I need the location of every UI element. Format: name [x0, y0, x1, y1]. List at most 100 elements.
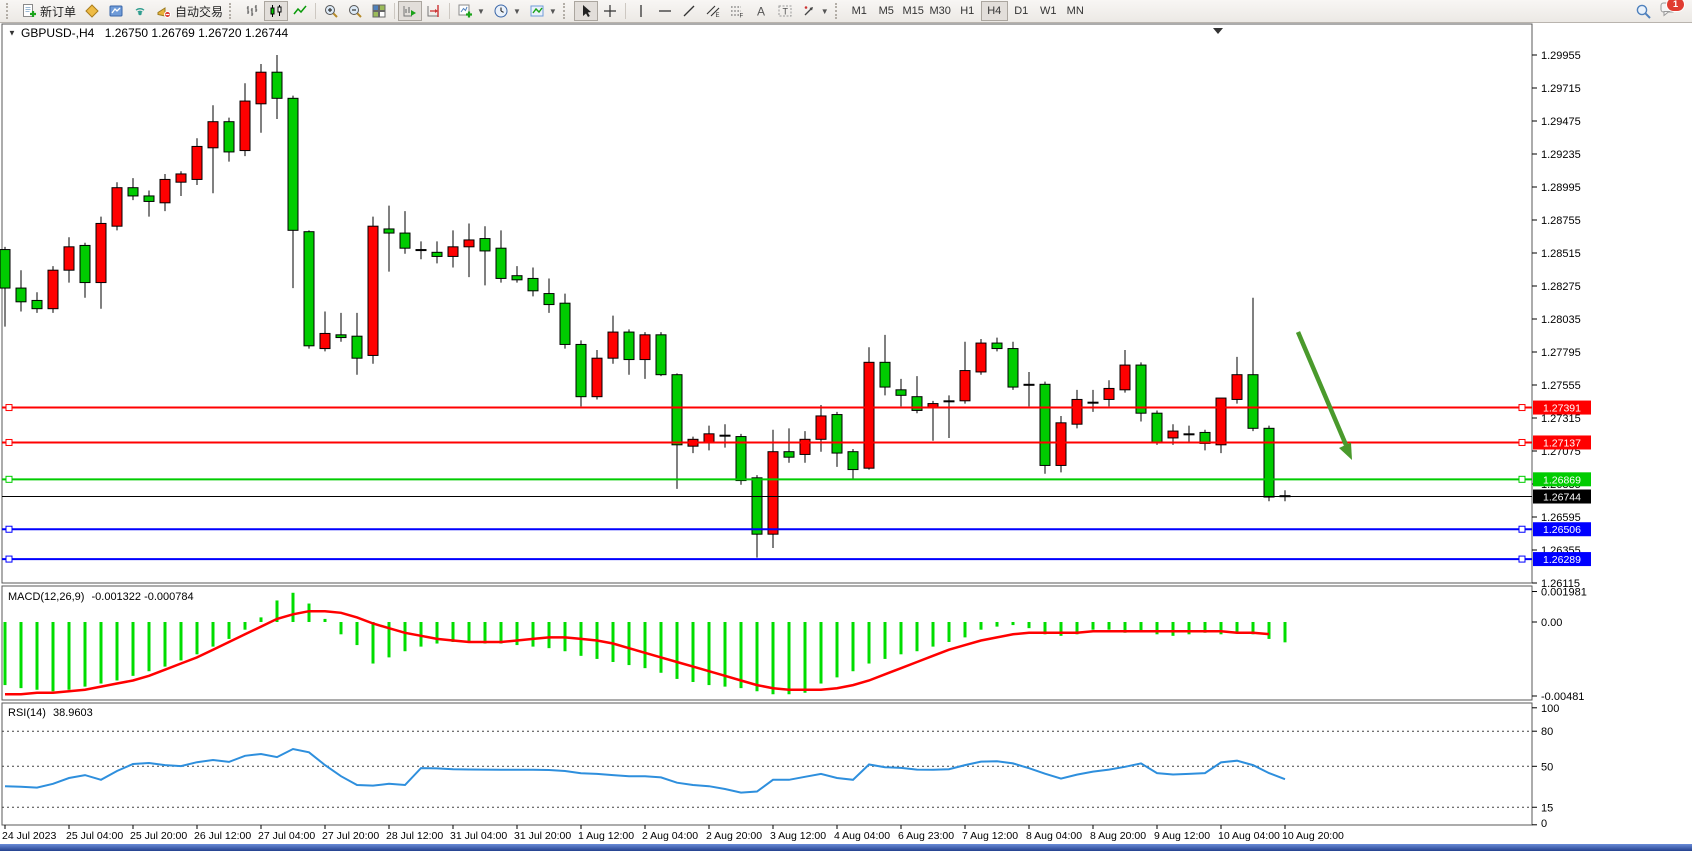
hline-handle[interactable] — [5, 475, 13, 483]
timeframe-button-d1[interactable]: D1 — [1008, 1, 1035, 21]
time-axis-label: 26 Jul 12:00 — [194, 830, 251, 842]
indicators-icon — [530, 5, 544, 17]
macd-axis-label: 0.001981 — [1541, 587, 1587, 599]
timeframe-button-w1[interactable]: W1 — [1035, 1, 1062, 21]
crosshair-button[interactable] — [598, 1, 622, 21]
bars-chart-button[interactable] — [240, 1, 264, 21]
line-chart-button[interactable] — [288, 1, 312, 21]
trend-arrow-line[interactable] — [1295, 331, 1349, 446]
arrows-icon — [804, 6, 813, 16]
zoom-in-button[interactable] — [319, 1, 343, 21]
rsi-line — [4, 747, 1286, 794]
candle-body — [591, 357, 603, 398]
candle-body — [1087, 401, 1099, 404]
hline-handle[interactable] — [5, 438, 13, 446]
arrows-button[interactable]: ▼ — [797, 1, 833, 21]
trendline-button[interactable] — [677, 1, 701, 21]
candle-body — [1119, 364, 1131, 391]
chart-shift-button[interactable] — [422, 1, 446, 21]
cursor-button[interactable] — [573, 1, 598, 21]
hline-handle[interactable] — [1518, 404, 1526, 412]
indicators-button[interactable]: ▼ — [525, 1, 561, 21]
autotrading-button[interactable]: 自动交易 — [152, 1, 227, 21]
symbol-dropdown-icon[interactable]: ▼ — [8, 29, 16, 38]
profile-button[interactable] — [104, 1, 128, 21]
candle-body — [495, 247, 507, 279]
tile-windows-button[interactable] — [367, 1, 391, 21]
fibonacci-button[interactable]: F — [725, 1, 749, 21]
hline-icon — [658, 10, 671, 12]
chat-button[interactable]: 1 — [1660, 0, 1685, 22]
chart-shift-marker[interactable] — [1213, 28, 1223, 34]
candle-body — [159, 178, 171, 204]
candle-body — [959, 370, 971, 402]
time-axis-label: 10 Aug 04:00 — [1218, 830, 1280, 842]
hline-handle[interactable] — [5, 555, 13, 563]
toolbar-grip[interactable] — [6, 3, 12, 19]
channel-button[interactable]: E — [701, 1, 725, 21]
vline-button[interactable] — [629, 1, 653, 21]
search-icon[interactable] — [1635, 3, 1652, 20]
timeframe-button-m30[interactable]: M30 — [927, 1, 954, 21]
time-axis-label: 8 Aug 04:00 — [1026, 830, 1082, 842]
candle-body — [847, 451, 859, 471]
profiles-clock-button[interactable]: ▼ — [489, 1, 525, 21]
fibonacci-icon: F — [730, 6, 743, 20]
price-axis-label: 1.29475 — [1541, 116, 1581, 128]
candle-body — [639, 334, 651, 361]
candle-body — [895, 389, 907, 396]
hline-handle[interactable] — [1518, 555, 1526, 563]
auto-scroll-button[interactable] — [398, 1, 423, 21]
timeframe-button-m15[interactable]: M15 — [900, 1, 927, 21]
timeframe-button-mn[interactable]: MN — [1062, 1, 1089, 21]
hline-handle[interactable] — [5, 404, 13, 412]
candle-body — [1007, 348, 1019, 388]
timeframe-button-h4[interactable]: H4 — [980, 1, 1008, 21]
candle-body — [1263, 427, 1275, 498]
timeframe-button-m1[interactable]: M1 — [846, 1, 873, 21]
candles-chart-button[interactable] — [264, 1, 289, 21]
price-axis-label: 1.29235 — [1541, 149, 1581, 161]
new-chart-button[interactable]: ▼ — [453, 1, 489, 21]
rsi-axis-label: 80 — [1541, 726, 1553, 738]
zoom-out-button[interactable] — [343, 1, 367, 21]
svg-text:A: A — [757, 5, 765, 19]
svg-text:E: E — [715, 13, 719, 19]
candle-body — [0, 249, 11, 289]
timeframe-button-m5[interactable]: M5 — [873, 1, 900, 21]
hline-handle[interactable] — [1518, 525, 1526, 533]
time-axis-label: 2 Aug 04:00 — [642, 830, 698, 842]
profile-icon — [109, 5, 123, 17]
text-button[interactable]: A — [749, 1, 773, 21]
candle-body — [671, 374, 683, 446]
candle-body — [1103, 387, 1115, 400]
text-icon: A — [757, 5, 765, 19]
toolbar-grip[interactable] — [834, 3, 841, 19]
hline-handle[interactable] — [5, 525, 13, 533]
toolbar-grip[interactable] — [562, 3, 569, 19]
candle-body — [1231, 374, 1243, 400]
trend-arrow-head[interactable] — [1339, 442, 1352, 461]
label-button[interactable]: T — [773, 1, 797, 21]
macd-panel — [1, 585, 1533, 701]
chart-shift-icon — [427, 5, 439, 17]
candle-body — [287, 97, 299, 231]
time-axis-label: 2 Aug 20:00 — [706, 830, 762, 842]
toolbar-grip[interactable] — [229, 3, 235, 19]
candle-body — [831, 414, 843, 454]
hline-handle[interactable] — [1518, 438, 1526, 446]
candle-body — [175, 173, 187, 183]
autotrading-label: 自动交易 — [175, 4, 224, 19]
macd-signal-line — [5, 609, 1270, 696]
new-order-button[interactable]: 新订单 — [17, 1, 80, 21]
hline-button[interactable] — [653, 1, 677, 21]
signals-button[interactable] — [128, 1, 152, 21]
signals-icon — [135, 8, 145, 16]
market-watch-button[interactable] — [80, 1, 104, 21]
auto-scroll-icon — [403, 6, 417, 17]
svg-text:F: F — [739, 14, 743, 20]
candle-body — [511, 275, 523, 281]
candle-body — [303, 231, 315, 347]
hline-handle[interactable] — [1518, 475, 1526, 483]
timeframe-button-h1[interactable]: H1 — [954, 1, 981, 21]
